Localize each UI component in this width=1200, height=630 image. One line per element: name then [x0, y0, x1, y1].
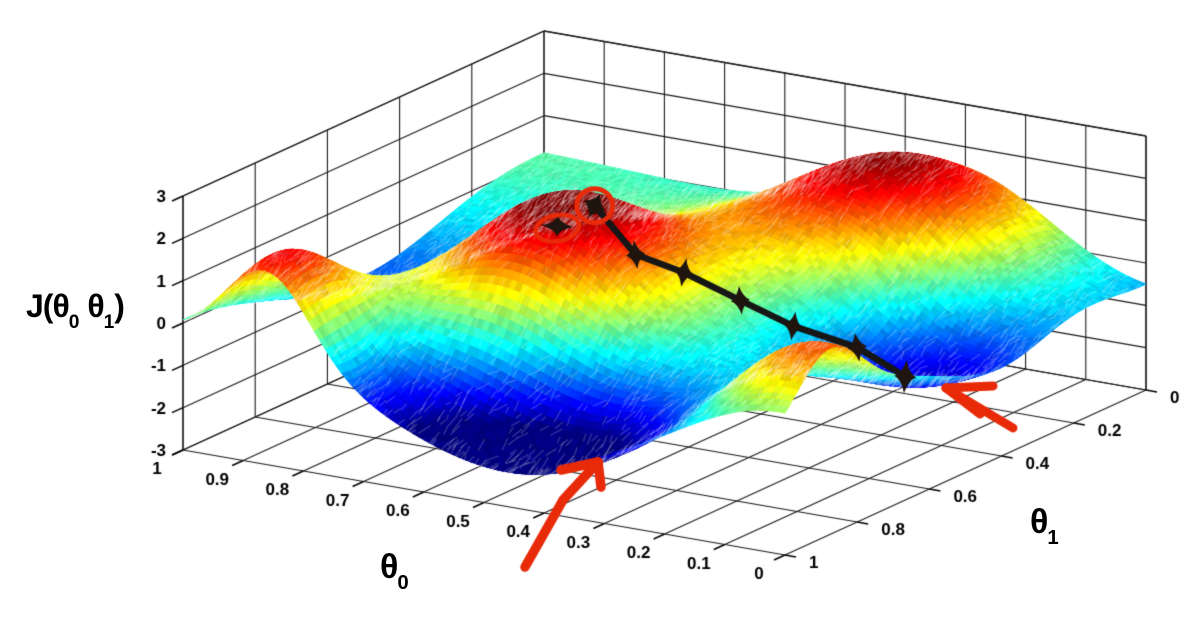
theta0-axis-title-sub: 0	[397, 572, 409, 595]
theta1-axis-title-sub: 1	[1047, 527, 1059, 550]
z-axis-title-text: J(θ	[26, 288, 70, 324]
z-axis-title-text3: )	[114, 288, 125, 324]
z-axis-title: J(θ0 θ1)	[26, 288, 125, 332]
theta0-axis-title-text: θ	[380, 548, 398, 586]
z-axis-title-sub1: 1	[103, 311, 115, 333]
z-axis-title-text2: θ	[79, 288, 104, 324]
theta0-axis-title: θ0	[380, 548, 409, 594]
theta1-axis-title: θ1	[1030, 503, 1059, 549]
z-axis-title-sub0: 0	[68, 311, 80, 333]
theta1-axis-title-text: θ	[1030, 503, 1048, 541]
